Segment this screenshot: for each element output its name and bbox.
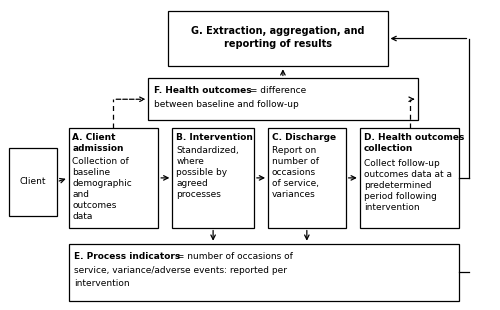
Text: = number of occasions of: = number of occasions of [174, 252, 293, 261]
Text: Collect follow-up
outcomes data at a
predetermined
period following
intervention: Collect follow-up outcomes data at a pre… [364, 159, 452, 212]
FancyBboxPatch shape [360, 128, 460, 228]
FancyBboxPatch shape [168, 11, 388, 66]
Text: Collection of
baseline
demographic
and
outcomes
data: Collection of baseline demographic and o… [72, 157, 132, 221]
Text: B. Intervention: B. Intervention [176, 133, 253, 142]
Text: D. Health outcomes
collection: D. Health outcomes collection [364, 133, 464, 153]
Text: Client: Client [20, 177, 46, 186]
Text: between baseline and follow-up: between baseline and follow-up [154, 100, 299, 109]
Text: F. Health outcomes: F. Health outcomes [154, 86, 252, 95]
Text: service, variance/adverse events: reported per: service, variance/adverse events: report… [74, 265, 288, 274]
Text: = difference: = difference [247, 86, 306, 95]
Text: A. Client
admission: A. Client admission [72, 133, 124, 153]
FancyBboxPatch shape [68, 128, 158, 228]
Text: G. Extraction, aggregation, and: G. Extraction, aggregation, and [191, 25, 364, 36]
Text: E. Process indicators: E. Process indicators [74, 252, 180, 261]
FancyBboxPatch shape [8, 148, 56, 216]
Text: Report on
number of
occasions
of service,
variances: Report on number of occasions of service… [272, 146, 319, 199]
FancyBboxPatch shape [68, 244, 460, 301]
Text: reporting of results: reporting of results [224, 39, 332, 50]
Text: intervention: intervention [74, 279, 130, 288]
Text: C. Discharge: C. Discharge [272, 133, 336, 142]
FancyBboxPatch shape [268, 128, 345, 228]
FancyBboxPatch shape [172, 128, 254, 228]
FancyBboxPatch shape [148, 78, 418, 120]
Text: Standardized,
where
possible by
agreed
processes: Standardized, where possible by agreed p… [176, 146, 239, 199]
